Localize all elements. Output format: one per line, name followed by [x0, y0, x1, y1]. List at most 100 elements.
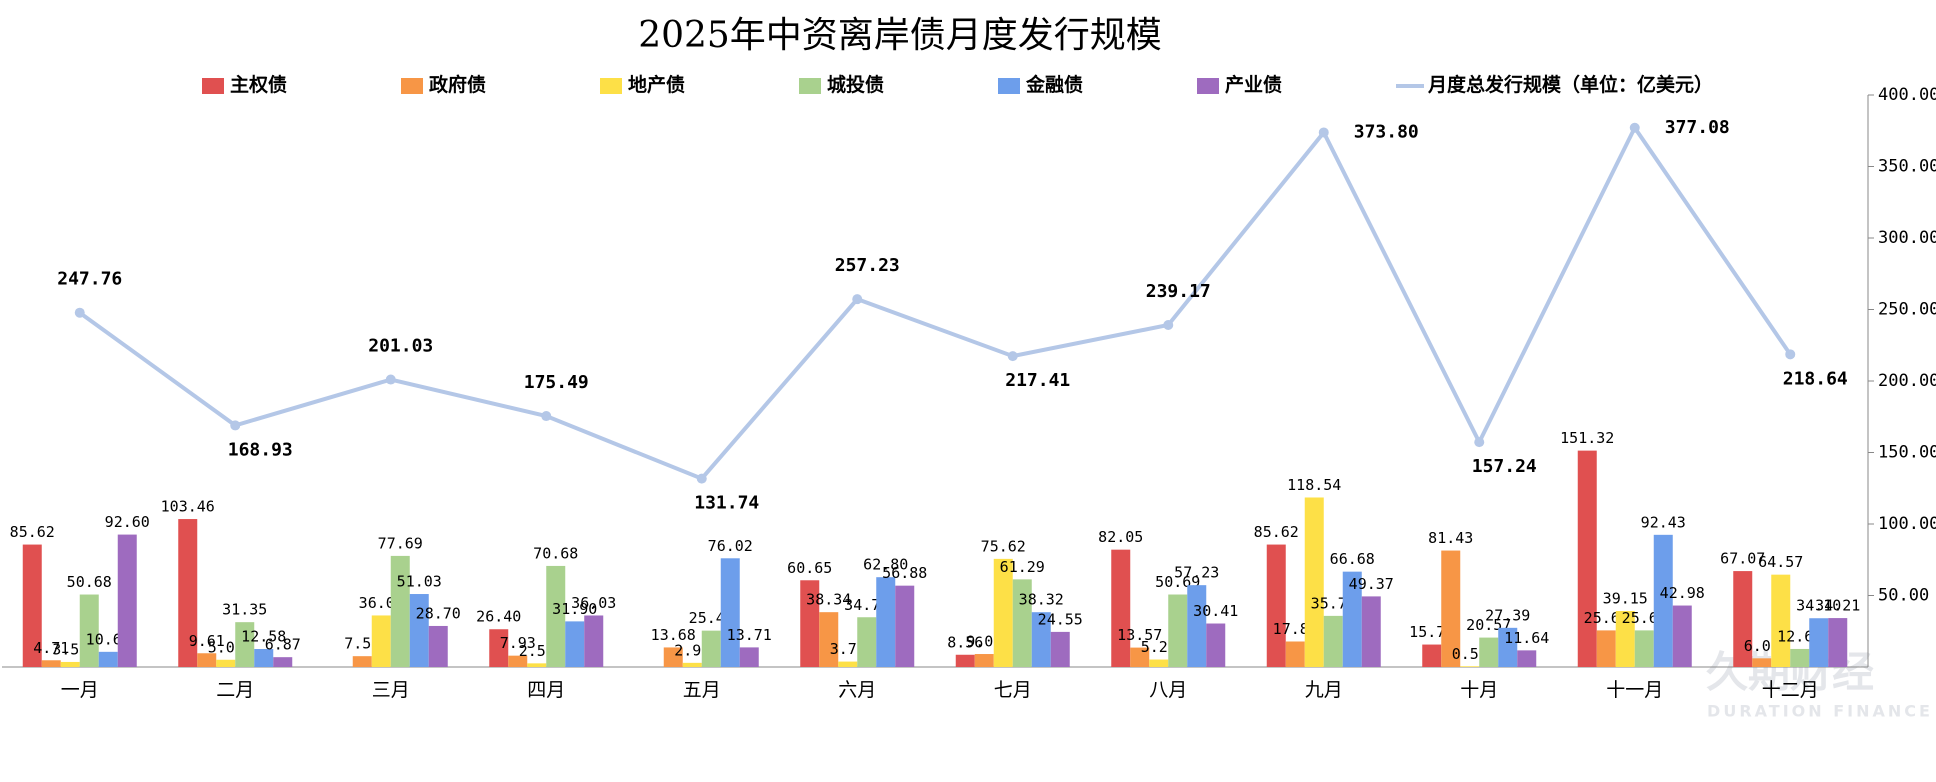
line-value-label: 377.08	[1665, 117, 1730, 138]
bar	[895, 585, 915, 667]
bar	[1517, 650, 1537, 667]
x-tick-label: 四月	[527, 679, 565, 701]
bar	[1577, 450, 1597, 667]
bar	[1498, 627, 1518, 667]
bar	[1012, 579, 1032, 667]
bar	[1790, 648, 1810, 667]
bar	[1596, 630, 1616, 667]
bar-value-label: 64.57	[1758, 553, 1803, 571]
y-tick-label: 350.00	[1878, 157, 1936, 177]
bar	[1342, 571, 1362, 667]
legend-swatch	[401, 78, 423, 94]
bar-value-label: 8.56	[947, 633, 983, 651]
bar-value-label: 4.71	[33, 639, 69, 657]
bar	[1323, 615, 1343, 667]
x-tick-label: 十月	[1460, 679, 1498, 701]
bar	[428, 625, 448, 667]
bar	[955, 654, 975, 667]
line-value-label: 247.76	[57, 269, 122, 290]
bar-value-label: 31.90	[552, 600, 597, 618]
bar-value-label: 61.29	[1000, 558, 1045, 576]
line-value-label: 175.49	[524, 372, 589, 393]
line-value-label: 131.74	[694, 493, 759, 514]
x-tick-label: 三月	[372, 679, 410, 701]
bar-value-label: 5.06	[208, 638, 244, 656]
x-tick-label: 七月	[994, 679, 1032, 701]
bar-value-label: 92.43	[1641, 513, 1686, 531]
bar	[1771, 574, 1791, 667]
bar	[682, 662, 702, 667]
bar	[1111, 549, 1131, 667]
bar-value-label: 82.05	[1098, 528, 1143, 546]
bar	[1615, 611, 1635, 667]
bar	[1130, 647, 1150, 667]
x-tick-label: 二月	[216, 679, 254, 701]
legend-label: 政府债	[429, 73, 486, 96]
bar	[720, 558, 740, 667]
bar	[489, 629, 509, 667]
bar-value-label: 5.22	[1141, 638, 1177, 656]
legend-label: 月度总发行规模（单位：亿美元）	[1427, 73, 1713, 96]
bar	[22, 544, 42, 667]
bar-value-label: 85.62	[1254, 523, 1299, 541]
bar	[117, 534, 137, 667]
bar	[1828, 618, 1848, 667]
line	[78, 123, 1792, 482]
line-marker	[852, 294, 863, 305]
legend-swatch	[998, 78, 1020, 94]
bar	[235, 622, 255, 667]
line-marker	[541, 411, 552, 422]
bar-value-label: 12.58	[241, 628, 286, 646]
bar	[1733, 571, 1753, 667]
bar	[197, 653, 217, 667]
bar	[60, 661, 80, 667]
bar-value-label: 9.07	[966, 633, 1002, 651]
bar	[409, 594, 429, 667]
legend-label: 金融债	[1025, 73, 1083, 96]
y-tick-label: 300.00	[1878, 228, 1936, 248]
bar-value-label: 75.62	[981, 537, 1026, 555]
bar-value-label: 3.53	[52, 640, 88, 658]
bar-value-label: 13.57	[1117, 626, 1162, 644]
bar-value-label: 11.64	[1504, 629, 1549, 647]
bar	[1672, 605, 1692, 667]
bar-value-label: 9.61	[189, 632, 225, 650]
legend-swatch	[1197, 78, 1219, 94]
bar-value-label: 6.87	[265, 636, 301, 654]
bar	[701, 630, 721, 667]
bar	[1266, 544, 1286, 667]
x-tick-label: 八月	[1149, 679, 1187, 701]
bar-value-label: 36.03	[571, 594, 616, 612]
bar-value-label: 13.71	[727, 626, 772, 644]
bar-value-label: 151.32	[1560, 429, 1614, 447]
bar-value-label: 2.55	[519, 642, 555, 660]
y-tick-label: 100.00	[1878, 514, 1936, 534]
bar	[1634, 630, 1654, 667]
bar-value-label: 3.79	[830, 640, 866, 658]
bar-value-label: 30.41	[1193, 602, 1238, 620]
bar	[546, 565, 566, 667]
bar-value-label: 6.07	[1744, 637, 1780, 655]
x-tick-label: 六月	[838, 679, 876, 701]
y-tick-label: 150.00	[1878, 443, 1936, 463]
x-tick-label: 五月	[683, 679, 721, 701]
bar-value-label: 0.50	[1452, 645, 1488, 663]
bar	[1285, 641, 1305, 667]
bar-value-label: 24.55	[1038, 610, 1083, 628]
line-value-label: 257.23	[835, 255, 900, 276]
x-tick-label: 一月	[61, 679, 99, 701]
x-tick-label: 十一月	[1606, 679, 1663, 701]
bar-value-label: 38.34	[806, 591, 851, 609]
bar-value-label: 85.62	[10, 523, 55, 541]
bar	[79, 594, 99, 667]
bar-value-label: 57.23	[1174, 564, 1219, 582]
bar	[1752, 658, 1772, 667]
line-marker	[1007, 351, 1018, 362]
bar-value-label: 13.68	[651, 626, 696, 644]
bar-value-label: 34.21	[1815, 597, 1860, 615]
line-marker	[1163, 319, 1174, 330]
bar	[41, 660, 61, 667]
bar	[857, 617, 877, 667]
bar-value-label: 27.39	[1485, 606, 1530, 624]
bar-value-label: 60.65	[787, 559, 832, 577]
